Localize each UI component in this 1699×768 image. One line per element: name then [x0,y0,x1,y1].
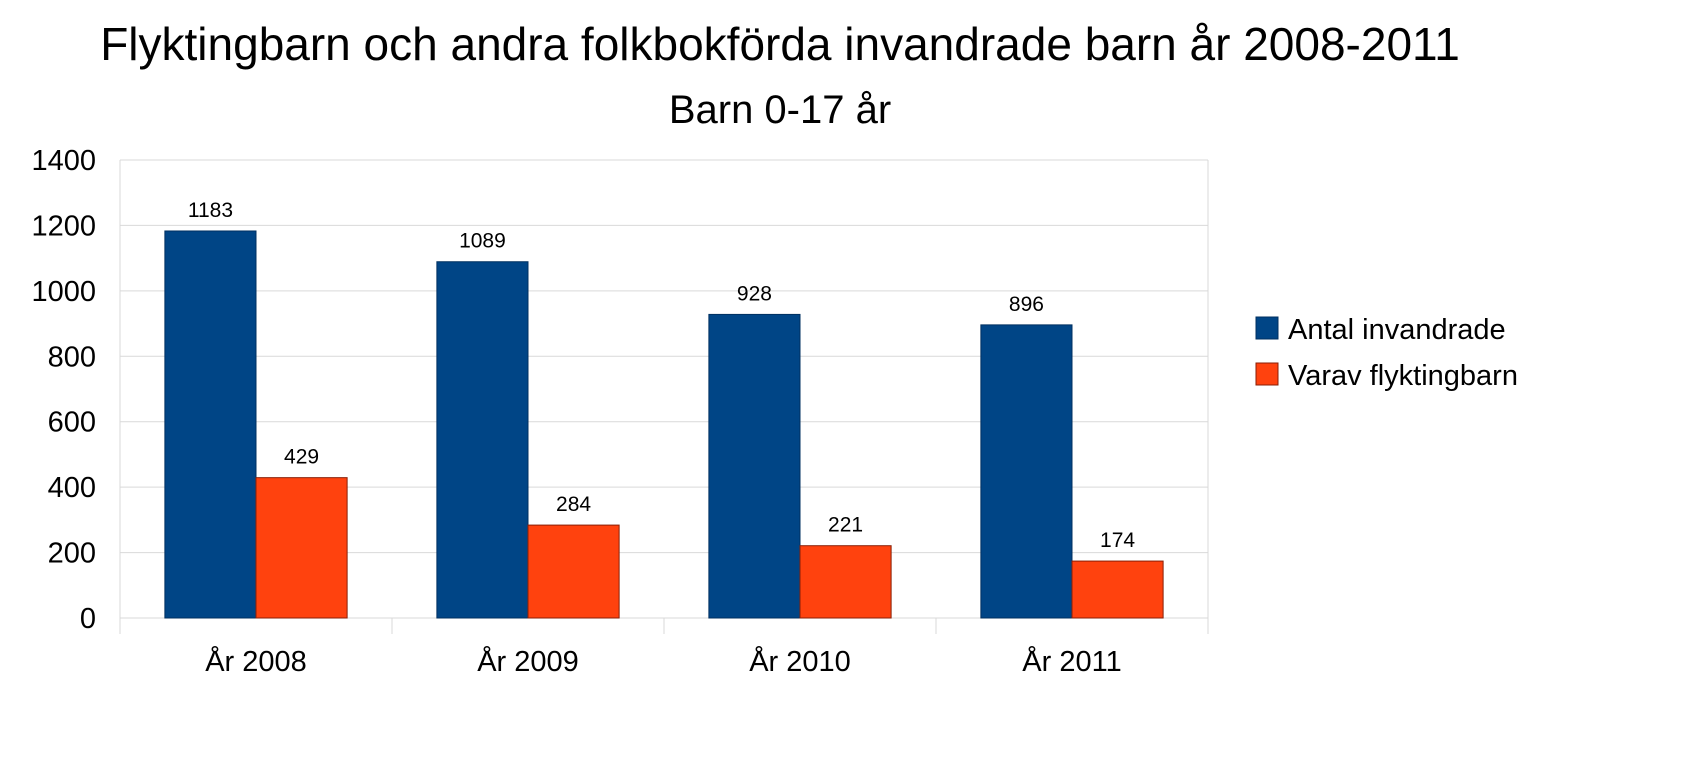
legend: Antal invandrade Varav flyktingbarn [1255,314,1518,392]
bar-varav-flyktingbarn [1071,560,1164,619]
x-tick-label: År 2011 [1022,645,1121,678]
y-tick-label: 1000 [31,276,96,308]
y-tick-label: 1200 [31,210,96,242]
y-tick-label: 1400 [31,145,96,177]
x-tick-label: År 2010 [749,645,851,678]
x-tick-label: År 2008 [205,645,307,678]
bar-antal-invandrade [436,261,529,619]
axes: 0 200 400 600 800 1000 1200 1400 År 2008 År 2009 Å… [31,145,1209,678]
bar-varav-flyktingbarn [527,524,620,619]
data-label: 1089 [459,230,506,253]
data-label: 284 [556,493,591,516]
data-label: 221 [828,514,863,537]
y-tick-label: 0 [80,603,96,635]
y-tick-label: 200 [48,538,96,570]
legend-label: Antal invandrade [1288,314,1506,346]
chart-title: Flyktingbarn och andra folkbokförda inva… [100,18,1460,70]
data-label: 1183 [188,199,233,222]
bar-varav-flyktingbarn [255,477,348,619]
y-tick-label: 600 [48,407,96,439]
data-label: 429 [284,446,319,469]
legend-label: Varav flyktingbarn [1288,360,1518,392]
legend-swatch [1255,316,1279,340]
bar-varav-flyktingbarn [799,545,892,619]
legend-swatch [1255,362,1279,386]
y-tick-label: 400 [48,472,96,504]
chart-subtitle: Barn 0-17 år [668,88,892,132]
bar-antal-invandrade [708,313,801,619]
data-label: 928 [737,282,772,305]
data-label: 174 [1100,529,1135,552]
bar-antal-invandrade [980,324,1073,619]
bars [164,230,1164,619]
bar-antal-invandrade [164,230,257,619]
data-labels: 1183 429 1089 284 928 221 896 174 [188,199,1136,552]
data-label: 896 [1009,293,1044,316]
y-tick-label: 800 [48,341,96,373]
x-tick-label: År 2009 [477,645,579,678]
